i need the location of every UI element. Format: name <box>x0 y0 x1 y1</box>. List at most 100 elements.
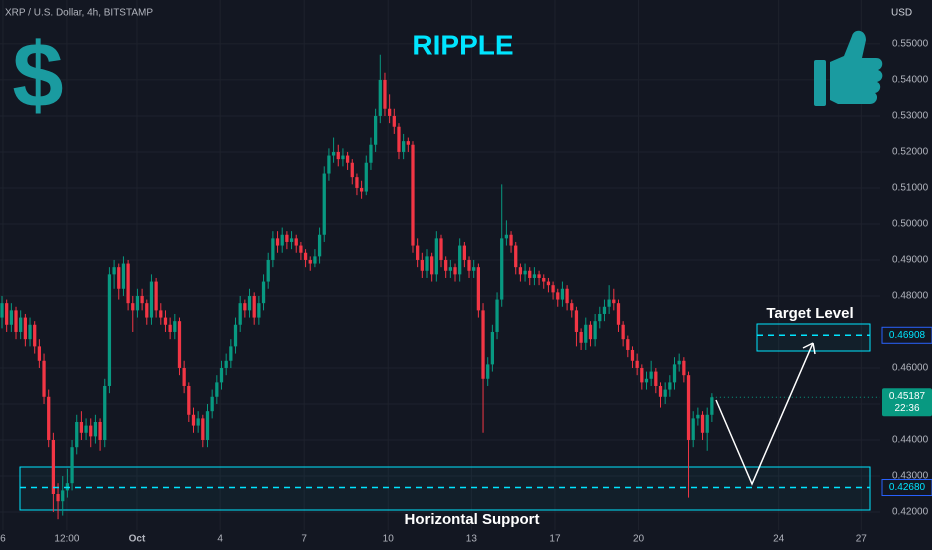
x-tick-label: 13 <box>466 534 478 545</box>
candle-body <box>5 303 9 325</box>
candle-body <box>654 371 658 386</box>
candle-body <box>215 382 219 397</box>
candles <box>0 54 714 520</box>
y-tick-label: 0.51000 <box>892 183 929 194</box>
candle-body <box>336 151 340 160</box>
support-zone <box>19 466 871 511</box>
candle-body <box>514 245 518 268</box>
candle-body <box>406 141 410 145</box>
candle-body <box>658 385 663 397</box>
candle-body <box>640 367 644 383</box>
candle-body <box>61 490 65 502</box>
candle-body <box>434 238 438 275</box>
x-tick-label: Oct <box>129 534 146 545</box>
candle-body <box>462 245 466 260</box>
candle-body <box>182 367 186 386</box>
candle-body <box>98 421 102 440</box>
candle-body <box>378 79 382 116</box>
x-tick-label: 17 <box>549 534 561 545</box>
candle-body <box>411 144 415 246</box>
candle-body <box>355 177 359 188</box>
candle-body <box>294 238 298 246</box>
candle-body <box>696 414 700 419</box>
candle-body <box>677 360 681 365</box>
x-tick-label: 24 <box>773 534 785 545</box>
candle-body <box>430 256 434 275</box>
candle-body <box>75 421 79 448</box>
candle-body <box>23 317 27 340</box>
candle-body <box>191 414 196 426</box>
candle-body <box>672 364 677 383</box>
projection-arrow <box>715 342 814 486</box>
candle-body <box>560 288 565 300</box>
candle-body <box>224 360 228 368</box>
candle-body <box>159 310 163 318</box>
candle-body <box>154 281 158 311</box>
candle-body <box>584 324 588 343</box>
candle-body <box>472 267 476 271</box>
candle-body <box>327 155 331 174</box>
candle-body <box>93 421 98 437</box>
candle-body <box>364 162 368 192</box>
candle-body <box>247 295 252 311</box>
y-tick-label: 0.48000 <box>892 291 929 302</box>
chart-title: RIPPLE <box>412 29 513 60</box>
y-tick-label: 0.49000 <box>892 255 929 266</box>
candle-body <box>51 439 56 494</box>
candle-body <box>84 425 88 433</box>
candle-body <box>644 378 649 383</box>
x-tick-label: 10 <box>383 534 395 545</box>
candle-body <box>0 303 4 318</box>
y-tick-label: 0.43000 <box>892 471 929 482</box>
candle-body <box>392 115 396 127</box>
candle-body <box>448 267 452 271</box>
candle-body <box>542 277 546 282</box>
candle-body <box>570 303 574 311</box>
candle-body <box>280 234 284 246</box>
candle-body <box>546 281 551 286</box>
level-name: Target Level <box>766 305 853 322</box>
y-axis-label: USD <box>891 8 912 19</box>
candle-body <box>243 303 247 311</box>
x-tick-label: 4 <box>217 534 223 545</box>
candle-body <box>686 375 691 440</box>
dollar-icon: $ <box>12 24 63 126</box>
candle-body <box>481 310 485 379</box>
y-tick-label: 0.55000 <box>892 39 929 50</box>
candle-body <box>341 155 345 160</box>
candle-body <box>140 295 144 304</box>
y-tick-label: 0.52000 <box>892 147 929 158</box>
y-tick-label: 0.53000 <box>892 111 929 122</box>
candle-body <box>532 274 537 278</box>
y-tick-label: 0.42000 <box>892 507 929 518</box>
candle-body <box>397 126 401 152</box>
candle-body <box>579 331 583 343</box>
candle-body <box>126 263 130 304</box>
candle-body <box>210 396 214 412</box>
arrow-head <box>802 342 816 355</box>
candle-body <box>495 299 499 332</box>
level-name: Horizontal Support <box>405 511 540 528</box>
candle-body <box>402 141 406 152</box>
candle-body <box>626 339 630 350</box>
candle-body <box>173 321 177 332</box>
candle-body <box>467 259 471 271</box>
candle-body <box>350 162 354 178</box>
candle-body <box>121 263 126 289</box>
candle-body <box>238 303 242 325</box>
candle-body <box>79 421 84 433</box>
candle-body <box>602 306 607 314</box>
candle-body <box>201 418 205 440</box>
level-tag <box>881 326 932 344</box>
candle-body <box>574 310 579 332</box>
candle-body <box>103 385 107 440</box>
candle-body <box>285 234 289 242</box>
x-tick-label: 6 <box>0 534 6 545</box>
candle-body <box>187 385 191 415</box>
x-tick-label: 12:00 <box>54 534 79 545</box>
candle-body <box>33 324 37 347</box>
candle-body <box>387 108 392 116</box>
candle-body <box>28 324 32 340</box>
candle-body <box>682 360 686 376</box>
